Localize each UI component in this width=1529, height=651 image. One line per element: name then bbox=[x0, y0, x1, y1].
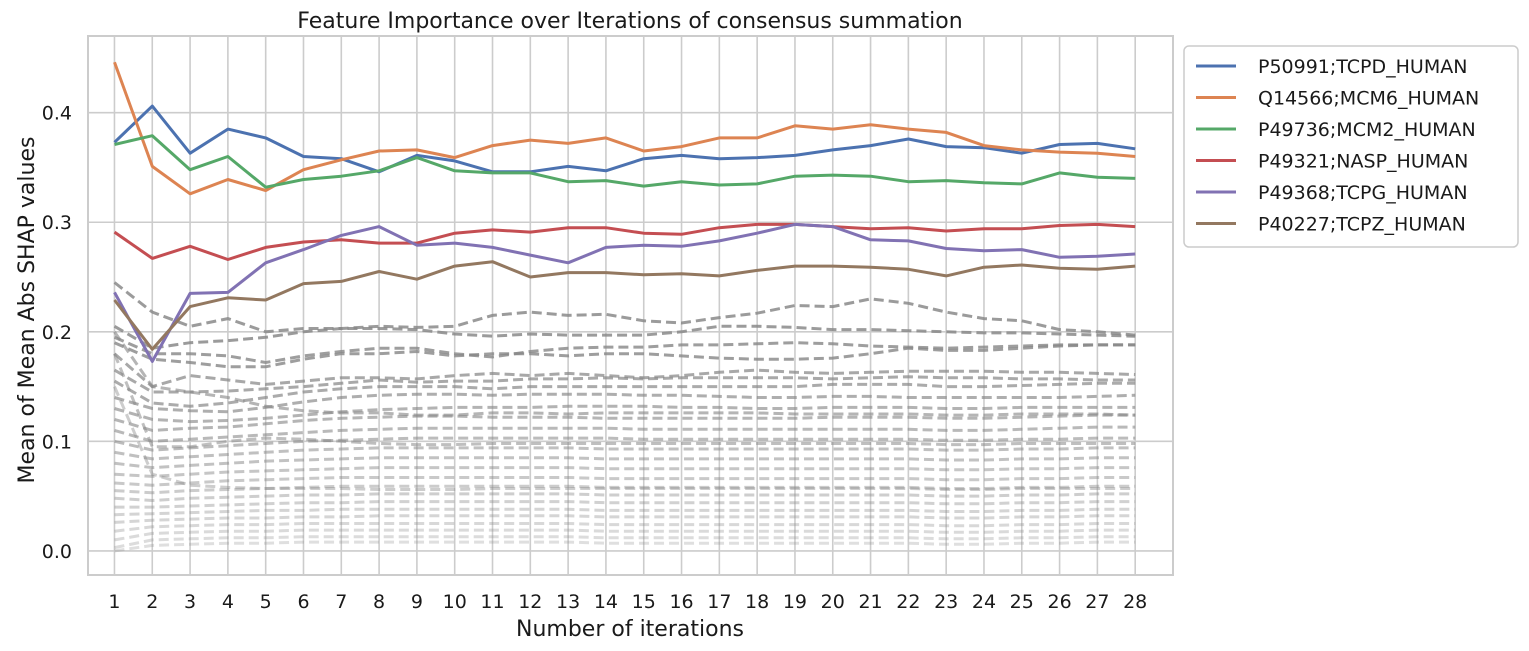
x-tick-label: 18 bbox=[745, 591, 769, 613]
y-tick-label: 0.1 bbox=[42, 431, 72, 453]
background-series-line bbox=[114, 522, 1136, 533]
background-series-line bbox=[114, 514, 1136, 524]
series-line bbox=[113, 260, 1136, 351]
series-line bbox=[113, 222, 1136, 363]
series-line bbox=[113, 222, 1136, 261]
x-tick-label: 16 bbox=[669, 591, 693, 613]
y-tick-labels: 0.0 0.1 0.2 0.3 0.4 bbox=[42, 103, 72, 563]
background-series-line bbox=[114, 404, 1136, 424]
x-tick-label: 14 bbox=[594, 591, 618, 613]
background-series-line bbox=[114, 446, 1136, 461]
background-series-line bbox=[113, 335, 1136, 365]
x-tick-label: 5 bbox=[260, 591, 272, 613]
background-series-line bbox=[113, 341, 1136, 369]
y-tick-label: 0.2 bbox=[42, 322, 72, 344]
background-series-line bbox=[114, 436, 1136, 452]
background-series-line bbox=[114, 392, 1136, 414]
legend-frame bbox=[1183, 45, 1519, 248]
x-tick-label: 23 bbox=[934, 591, 958, 613]
x-tick-label: 21 bbox=[858, 591, 882, 613]
x-tick-label: 27 bbox=[1085, 591, 1109, 613]
background-series-line bbox=[114, 456, 1136, 470]
x-tick-label: 1 bbox=[108, 591, 120, 613]
background-series-group bbox=[113, 281, 1136, 553]
x-tick-labels: 1 2 3 4 5 6 7 8 9 10 11 12 13 14 15 16 17 18 19 20 21 22 23 24 2… bbox=[108, 591, 1147, 613]
background-series-line bbox=[113, 352, 1136, 389]
x-tick-label: 3 bbox=[184, 591, 196, 613]
x-tick-label: 11 bbox=[480, 591, 504, 613]
legend-entry: P49736;MCM2_HUMAN bbox=[1258, 119, 1476, 141]
legend: P50991;TCPD_HUMAN Q14566;MCM6_HUMAN P49736… bbox=[1183, 45, 1519, 248]
x-tick-label: 15 bbox=[632, 591, 656, 613]
background-series-line bbox=[114, 425, 1136, 443]
series-line bbox=[113, 61, 1136, 196]
x-tick-label: 10 bbox=[443, 591, 467, 613]
series-line bbox=[114, 134, 1136, 189]
background-series-line bbox=[113, 324, 1136, 350]
background-series-line bbox=[113, 353, 1136, 449]
x-tick-label: 2 bbox=[146, 591, 158, 613]
legend-entry: P50991;TCPD_HUMAN bbox=[1258, 56, 1467, 78]
background-series-line bbox=[113, 330, 1136, 417]
legend-entry: Q14566;MCM6_HUMAN bbox=[1258, 88, 1479, 110]
x-tick-label: 24 bbox=[972, 591, 996, 613]
background-series-line bbox=[114, 540, 1136, 553]
plot-frame bbox=[87, 35, 1174, 576]
x-tick-label: 6 bbox=[297, 591, 309, 613]
y-tick-label: 0.4 bbox=[42, 103, 72, 125]
background-series-line bbox=[114, 500, 1136, 509]
x-tick-label: 7 bbox=[335, 591, 347, 613]
x-tick-label: 22 bbox=[896, 591, 920, 613]
x-tick-label: 17 bbox=[707, 591, 731, 613]
background-series-line bbox=[114, 484, 1136, 495]
legend-entry: P40227;TCPZ_HUMAN bbox=[1258, 214, 1466, 236]
legend-entry: P49368;TCPG_HUMAN bbox=[1258, 182, 1468, 204]
gridlines bbox=[88, 36, 1173, 575]
x-tick-label: 20 bbox=[821, 591, 845, 613]
x-axis-label: Number of iterations bbox=[516, 617, 744, 642]
x-tick-label: 12 bbox=[518, 591, 542, 613]
background-series-line bbox=[113, 379, 1136, 408]
x-tick-label: 9 bbox=[411, 591, 423, 613]
background-series-line bbox=[113, 386, 1136, 491]
x-tick-label: 25 bbox=[1010, 591, 1034, 613]
x-tick-label: 8 bbox=[373, 591, 385, 613]
background-series-line bbox=[114, 507, 1136, 517]
background-series-line bbox=[114, 492, 1136, 503]
background-series-line bbox=[114, 476, 1136, 487]
main-series-group bbox=[113, 61, 1136, 363]
legend-entry: P49321;NASP_HUMAN bbox=[1258, 151, 1468, 173]
y-axis-label: Mean of Mean Abs SHAP values bbox=[15, 137, 40, 484]
background-series-line bbox=[114, 466, 1136, 478]
background-series-line bbox=[114, 535, 1136, 550]
chart-title: Feature Importance over Iterations of co… bbox=[297, 9, 962, 34]
background-series-line bbox=[114, 413, 1136, 432]
x-tick-label: 26 bbox=[1047, 591, 1071, 613]
x-tick-label: 28 bbox=[1123, 591, 1147, 613]
y-tick-label: 0.0 bbox=[42, 541, 72, 563]
x-tick-label: 4 bbox=[222, 591, 234, 613]
series-line bbox=[113, 104, 1136, 174]
x-tick-label: 19 bbox=[783, 591, 807, 613]
background-series-line bbox=[113, 281, 1136, 337]
background-series-line bbox=[114, 528, 1136, 542]
x-tick-label: 13 bbox=[556, 591, 580, 613]
background-series-line bbox=[113, 368, 1136, 394]
y-tick-label: 0.3 bbox=[42, 212, 72, 234]
